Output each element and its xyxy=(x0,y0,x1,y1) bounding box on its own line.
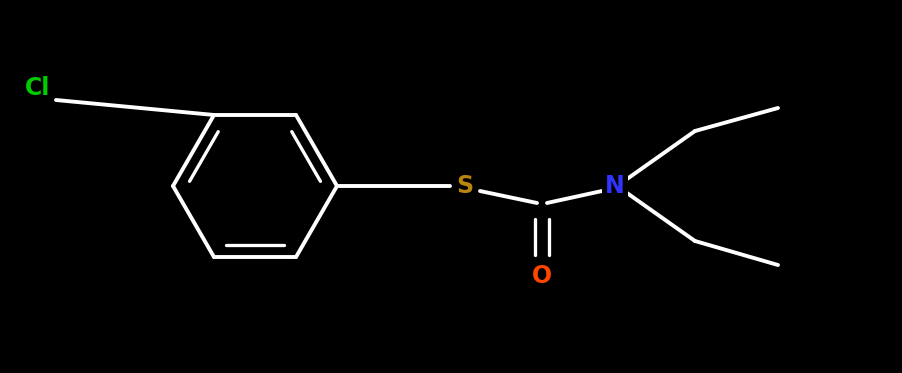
Text: Cl: Cl xyxy=(25,76,51,100)
Text: N: N xyxy=(605,174,625,198)
Text: O: O xyxy=(532,264,552,288)
Text: S: S xyxy=(456,174,474,198)
